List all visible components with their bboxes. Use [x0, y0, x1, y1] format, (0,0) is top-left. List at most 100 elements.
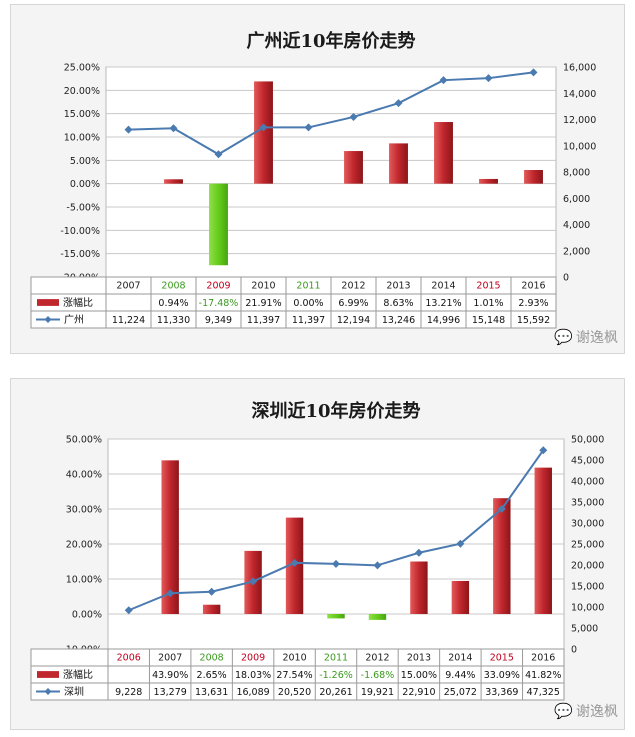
right-axis-tick-label: 10,000 [571, 603, 604, 614]
line-legend-label: 深圳 [64, 686, 84, 698]
table-year-2012: 2012 [341, 281, 365, 292]
left-axis-tick-label: 30.00% [66, 505, 102, 516]
table-year-2011: 2011 [324, 653, 348, 664]
line-legend-marker [44, 316, 52, 323]
right-axis-tick-label: 30,000 [571, 519, 604, 530]
left-axis-tick-label: 25.00% [64, 63, 100, 74]
left-axis-tick-label: 5.00% [70, 156, 100, 167]
bar-2013 [389, 143, 408, 184]
price-point-2008 [169, 124, 178, 133]
table-price-2012: 12,194 [337, 315, 370, 326]
bar-legend-swatch [37, 671, 59, 678]
right-axis-tick-label: 0 [571, 645, 577, 656]
left-axis-tick-label: 20.00% [64, 86, 100, 97]
price-point-2006 [124, 606, 133, 615]
table-price-2016: 15,592 [517, 315, 550, 326]
table-year-2011: 2011 [296, 281, 320, 292]
table-change-2007: 43.90% [152, 670, 188, 681]
price-point-2007 [166, 589, 175, 598]
table-change-2009: 18.03% [235, 670, 271, 681]
table-price-2012: 19,921 [361, 687, 394, 698]
table-change-2014: 13.21% [425, 298, 461, 309]
line-legend-marker [44, 688, 52, 695]
bar-2014 [451, 580, 470, 614]
watermark: 💬 谢逸枫 [554, 702, 618, 720]
table-change-2013: 15.00% [401, 670, 437, 681]
right-axis-tick-label: 5,000 [571, 624, 598, 635]
left-axis-tick-label: 50.00% [66, 435, 102, 446]
table-change-2013: 8.63% [383, 298, 413, 309]
table-year-2006: 2006 [117, 653, 141, 664]
table-year-2007: 2007 [116, 281, 140, 292]
table-change-2015: 33.09% [484, 670, 520, 681]
table-change-2009: -17.48% [199, 298, 239, 309]
bar-2010 [254, 81, 273, 184]
table-year-2014: 2014 [448, 653, 472, 664]
table-year-2008: 2008 [161, 281, 185, 292]
table-year-2010: 2010 [251, 281, 275, 292]
right-axis-tick-label: 16,000 [563, 63, 596, 74]
bar-2015 [493, 498, 511, 614]
watermark: 💬 谢逸枫 [554, 328, 618, 346]
table-year-2015: 2015 [476, 281, 500, 292]
price-point-2013 [414, 548, 423, 557]
table-year-2009: 2009 [206, 281, 230, 292]
table-price-2008: 13,631 [195, 687, 228, 698]
table-price-2011: 20,261 [319, 687, 352, 698]
table-price-2013: 22,910 [402, 687, 435, 698]
right-axis-tick-label: 10,000 [563, 141, 596, 152]
table-year-2012: 2012 [365, 653, 389, 664]
price-point-2009 [214, 150, 223, 159]
table-price-2016: 47,325 [527, 687, 560, 698]
table-change-2010: 21.91% [245, 298, 281, 309]
right-axis-tick-label: 50,000 [571, 435, 604, 446]
bar-legend-swatch [37, 299, 59, 306]
right-axis-tick-label: 35,000 [571, 498, 604, 509]
table-price-2015: 15,148 [472, 315, 505, 326]
left-axis-tick-label: 20.00% [66, 540, 102, 551]
table-price-2011: 11,397 [292, 315, 325, 326]
table-price-2008: 11,330 [157, 315, 190, 326]
left-axis-tick-label: 10.00% [66, 575, 102, 586]
right-axis-tick-label: 40,000 [571, 477, 604, 488]
price-point-2014 [439, 76, 448, 85]
table-year-2015: 2015 [490, 653, 514, 664]
table-year-2016: 2016 [521, 281, 545, 292]
bar-2007 [161, 460, 179, 614]
left-axis-tick-label: -15.00% [60, 249, 100, 260]
bar-2016 [534, 467, 552, 614]
line-legend-label: 广州 [64, 314, 84, 326]
left-axis-tick-label: 15.00% [64, 109, 100, 120]
chat-bubble-icon: 💬 [554, 328, 573, 346]
table-price-2015: 33,369 [485, 687, 518, 698]
left-axis-tick-label: 0.00% [72, 610, 102, 621]
price-point-2009 [249, 577, 258, 586]
price-point-2011 [304, 123, 313, 132]
table-price-2013: 13,246 [382, 315, 415, 326]
table-change-2011: -1.26% [319, 670, 353, 681]
shenzhen-chart: 深圳近10年房价走势-10.00%0.00%10.00%20.00%30.00%… [30, 400, 604, 701]
table-change-2016: 2.93% [518, 298, 548, 309]
data-table [30, 648, 565, 701]
price-point-2011 [332, 559, 340, 568]
table-price-2006: 9,228 [115, 687, 142, 698]
left-axis-tick-label: -5.00% [66, 203, 100, 214]
shenzhen-chart-panel: 深圳近10年房价走势-10.00%0.00%10.00%20.00%30.00%… [10, 378, 625, 730]
left-axis-tick-label: 0.00% [70, 179, 100, 190]
right-axis-tick-label: 45,000 [571, 456, 604, 467]
bar-2012 [368, 614, 387, 620]
right-axis-tick-label: 4,000 [563, 220, 590, 231]
table-year-2010: 2010 [282, 653, 306, 664]
table-price-2010: 20,520 [278, 687, 311, 698]
bar-2008 [164, 179, 183, 184]
plot-area [105, 66, 557, 278]
price-point-2015 [484, 74, 493, 83]
table-change-2016: 41.82% [525, 670, 561, 681]
right-axis-tick-label: 8,000 [563, 168, 590, 179]
bar-legend-label: 涨幅比 [63, 296, 93, 309]
price-point-2013 [394, 99, 403, 108]
table-year-2013: 2013 [386, 281, 410, 292]
bar-2008 [202, 604, 221, 614]
table-price-2014: 25,072 [444, 687, 477, 698]
right-axis-tick-label: 20,000 [571, 561, 604, 572]
